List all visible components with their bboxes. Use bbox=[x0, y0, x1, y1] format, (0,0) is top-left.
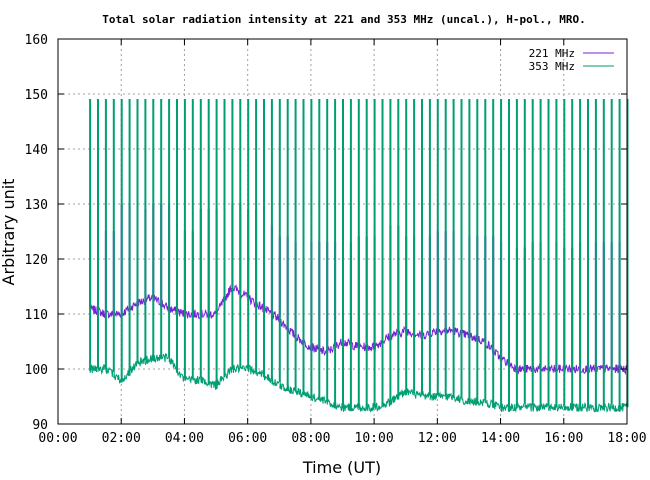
y-tick-label: 130 bbox=[25, 198, 48, 213]
x-axis-label: Time (UT) bbox=[302, 458, 381, 477]
x-tick-label: 16:00 bbox=[544, 431, 583, 446]
x-tick-label: 06:00 bbox=[228, 431, 267, 446]
y-tick-label: 120 bbox=[25, 253, 48, 268]
chart-title: Total solar radiation intensity at 221 a… bbox=[102, 13, 585, 26]
series-line-2 bbox=[89, 99, 629, 414]
y-tick-label: 140 bbox=[25, 143, 48, 158]
x-tick-label: 08:00 bbox=[291, 431, 330, 446]
ticks: 90 100 110 120 130 140 150 160 00:00 02:00 04:00 06… bbox=[25, 33, 647, 446]
legend-label-2: 353 MHz bbox=[529, 60, 575, 73]
x-tick-label: 00:00 bbox=[38, 431, 77, 446]
y-tick-label: 150 bbox=[25, 88, 48, 103]
y-tick-label: 110 bbox=[25, 308, 48, 323]
plot-frame bbox=[57, 38, 628, 425]
series-layer bbox=[89, 99, 629, 414]
y-tick-label: 160 bbox=[25, 33, 48, 48]
x-tick-label: 10:00 bbox=[355, 431, 394, 446]
x-tick-label: 12:00 bbox=[418, 431, 457, 446]
x-tick-label: 14:00 bbox=[481, 431, 520, 446]
legend-label-1: 221 MHz bbox=[529, 47, 575, 60]
y-axis-label: Arbitrary unit bbox=[0, 179, 18, 286]
x-tick-label: 04:00 bbox=[165, 431, 204, 446]
y-tick-label: 90 bbox=[32, 418, 48, 433]
x-tick-label: 18:00 bbox=[607, 431, 646, 446]
x-tick-label: 02:00 bbox=[102, 431, 141, 446]
y-tick-label: 100 bbox=[25, 363, 48, 378]
